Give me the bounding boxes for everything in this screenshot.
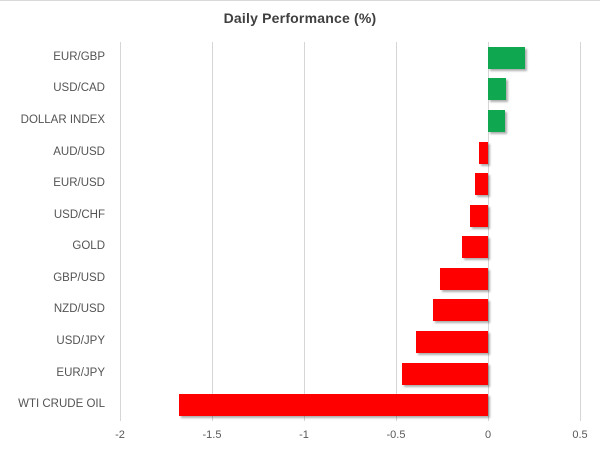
category-label-nzd-usd: NZD/USD: [53, 303, 105, 316]
gridline--2: [119, 42, 121, 421]
bar-dollar-index: [488, 109, 505, 132]
tick-label--0.5: -0.5: [386, 429, 406, 441]
category-label-eur-jpy: EUR/JPY: [56, 366, 105, 379]
bar-eur-gbp: [488, 46, 525, 69]
category-label-usd-chf: USD/CHF: [53, 208, 105, 221]
category-label-usd-jpy: USD/JPY: [56, 335, 105, 348]
bar-wti-crude-oil: [178, 394, 488, 417]
bar-eur-jpy: [401, 362, 488, 385]
category-label-wti-crude-oil: WTI CRUDE OIL: [18, 398, 105, 411]
tick-label--2: -2: [115, 429, 125, 441]
tick-label--1.5: -1.5: [202, 429, 222, 441]
chart-title: Daily Performance (%): [223, 10, 377, 26]
tick-label-0: 0: [484, 429, 492, 441]
tick-label-0.5: 0.5: [572, 429, 588, 441]
category-label-gold: GOLD: [72, 240, 105, 253]
category-label-eur-usd: EUR/USD: [53, 177, 105, 190]
gridline--1: [303, 42, 305, 421]
bar-eur-usd: [475, 173, 488, 196]
gridline-0.5: [579, 42, 581, 421]
bar-gold: [462, 236, 488, 259]
bar-usd-chf: [469, 204, 488, 227]
category-label-dollar-index: DOLLAR INDEX: [20, 113, 105, 126]
category-label-aud-usd: AUD/USD: [53, 145, 105, 158]
bar-usd-cad: [488, 78, 507, 101]
gridline--0.5: [395, 42, 397, 421]
tick-label--1: -1: [299, 429, 309, 441]
plot-area: [119, 42, 581, 421]
bar-aud-usd: [478, 141, 488, 164]
gridline-0: [487, 42, 489, 421]
category-label-eur-gbp: EUR/GBP: [53, 50, 105, 63]
bar-gbp-usd: [440, 267, 488, 290]
gridline--1.5: [211, 42, 213, 421]
category-label-gbp-usd: GBP/USD: [53, 271, 105, 284]
bar-nzd-usd: [432, 299, 488, 322]
bar-usd-jpy: [416, 331, 488, 354]
category-label-usd-cad: USD/CAD: [53, 82, 105, 95]
